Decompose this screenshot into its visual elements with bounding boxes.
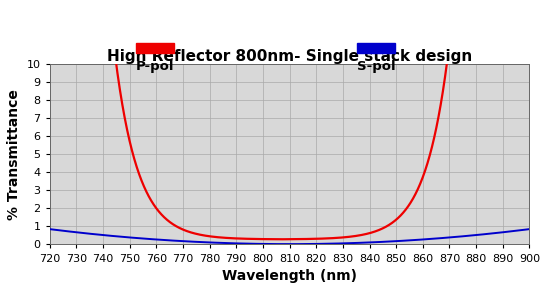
FancyBboxPatch shape: [357, 43, 395, 53]
Text: P-pol: P-pol: [136, 60, 174, 73]
Title: High Reflector 800nm- Single stack design: High Reflector 800nm- Single stack desig…: [107, 49, 472, 64]
X-axis label: Wavelength (nm): Wavelength (nm): [222, 269, 357, 283]
Y-axis label: % Transmittance: % Transmittance: [7, 89, 21, 220]
Text: S-pol: S-pol: [357, 60, 395, 73]
FancyBboxPatch shape: [136, 43, 174, 53]
